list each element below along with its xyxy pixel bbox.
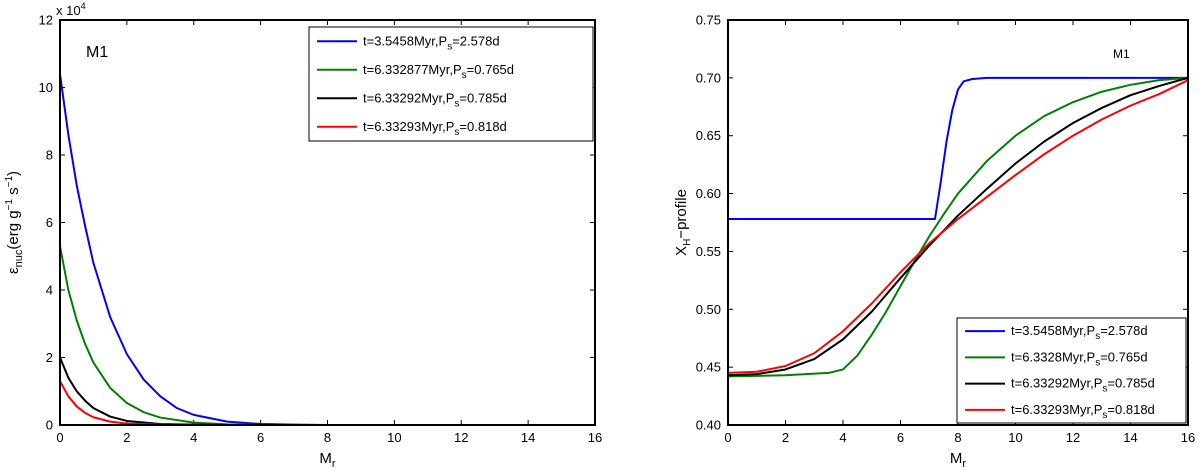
x-tick-label: 6	[257, 430, 264, 445]
y-tick-label: 0.65	[696, 128, 721, 143]
y-tick-label: 10	[39, 80, 53, 95]
panel-annotation: M1	[1113, 47, 1130, 61]
legend-entry: t=6.33292Myr,Ps=0.785d	[363, 90, 507, 109]
chart-panel-2: 0 2 4 6 8 10 12 14 16 0.40 0.45 0.50 0.55 0.60 0.65 0.7…	[673, 13, 1195, 470]
y-axis-label: εnuc(erg g−1 s−1)	[4, 171, 25, 274]
x-tick-label: 8	[954, 430, 961, 445]
y-tick-label: 0.55	[696, 244, 721, 259]
plot-frame	[59, 19, 596, 426]
y-tick-label: 6	[46, 215, 53, 230]
x-tick-label: 4	[839, 430, 846, 445]
y-tick-label: 0.45	[696, 360, 721, 375]
x-tick-label: 16	[1181, 430, 1195, 445]
plot-frame	[727, 19, 1189, 426]
series-line-3	[59, 357, 595, 426]
series-line-4	[727, 79, 1189, 374]
y-tick-label: 0.60	[696, 186, 721, 201]
x-axis-label: Mr	[319, 450, 336, 470]
series-line-1	[728, 76, 1188, 221]
legend-entry: t=6.33293Myr,Ps=0.818d	[363, 119, 507, 138]
x-tick-label: 2	[123, 430, 130, 445]
y-tick-label: 0.40	[696, 418, 721, 433]
x-tick-label: 16	[588, 430, 602, 445]
y-tick-label: 0.70	[696, 70, 721, 85]
legend-entry: t=3.5458Myr,Ps=2.578d	[363, 33, 500, 52]
legend-entry: t=6.332877Myr,Ps=0.765d	[363, 62, 514, 81]
panel-annotation: M1	[86, 44, 108, 61]
legend: t=3.5458Myr,Ps=2.578d t=6.3328Myr,Ps=0.76…	[956, 317, 1187, 424]
legend-entry: t=6.33293Myr,Ps=0.818d	[1011, 402, 1155, 421]
legend-entry: t=6.3328Myr,Ps=0.765d	[1011, 349, 1148, 368]
x-tick-label: 14	[1123, 430, 1137, 445]
series-line-2	[727, 76, 1189, 378]
series-line-2	[59, 245, 595, 426]
x-tick-label: 0	[724, 430, 731, 445]
x-tick-label: 12	[1066, 430, 1080, 445]
legend: t=3.5458Myr,Ps=2.578d t=6.332877Myr,Ps=0.…	[308, 26, 594, 142]
y-tick-label: 0.50	[696, 302, 721, 317]
x-tick-label: 12	[454, 430, 468, 445]
legend-box	[308, 26, 594, 142]
x-tick-label: 10	[1008, 430, 1022, 445]
y-tick-label: 2	[46, 350, 53, 365]
x-tick-label: 10	[387, 430, 401, 445]
x-tick-label: 6	[897, 430, 904, 445]
x-tick-label: 0	[56, 430, 63, 445]
legend-box	[956, 317, 1187, 424]
x-tick-label: 4	[190, 430, 197, 445]
x-tick-label: 2	[782, 430, 789, 445]
y-tick-label: 4	[46, 283, 53, 298]
axis-multiplier: x 104	[56, 1, 86, 18]
y-axis-label: XH−profile	[673, 189, 693, 256]
legend-entry: t=3.5458Myr,Ps=2.578d	[1011, 323, 1148, 342]
y-tick-label: 8	[46, 148, 53, 163]
y-tick-label: 0	[46, 418, 53, 433]
y-tick-label: 0.75	[696, 13, 721, 28]
x-tick-label: 14	[521, 430, 535, 445]
y-tick-label: 12	[39, 13, 53, 28]
x-tick-label: 8	[324, 430, 331, 445]
chart-panel-1: 0 2 4 6 8 10 12 14 16 0 2 4 6 8 10 12 Mr εnuc(erg g−1 s−1…	[4, 1, 602, 470]
x-axis-label: Mr	[950, 450, 967, 470]
series-line-3	[727, 76, 1189, 377]
series-line-4	[59, 380, 595, 426]
legend-entry: t=6.33292Myr,Ps=0.785d	[1011, 376, 1155, 395]
